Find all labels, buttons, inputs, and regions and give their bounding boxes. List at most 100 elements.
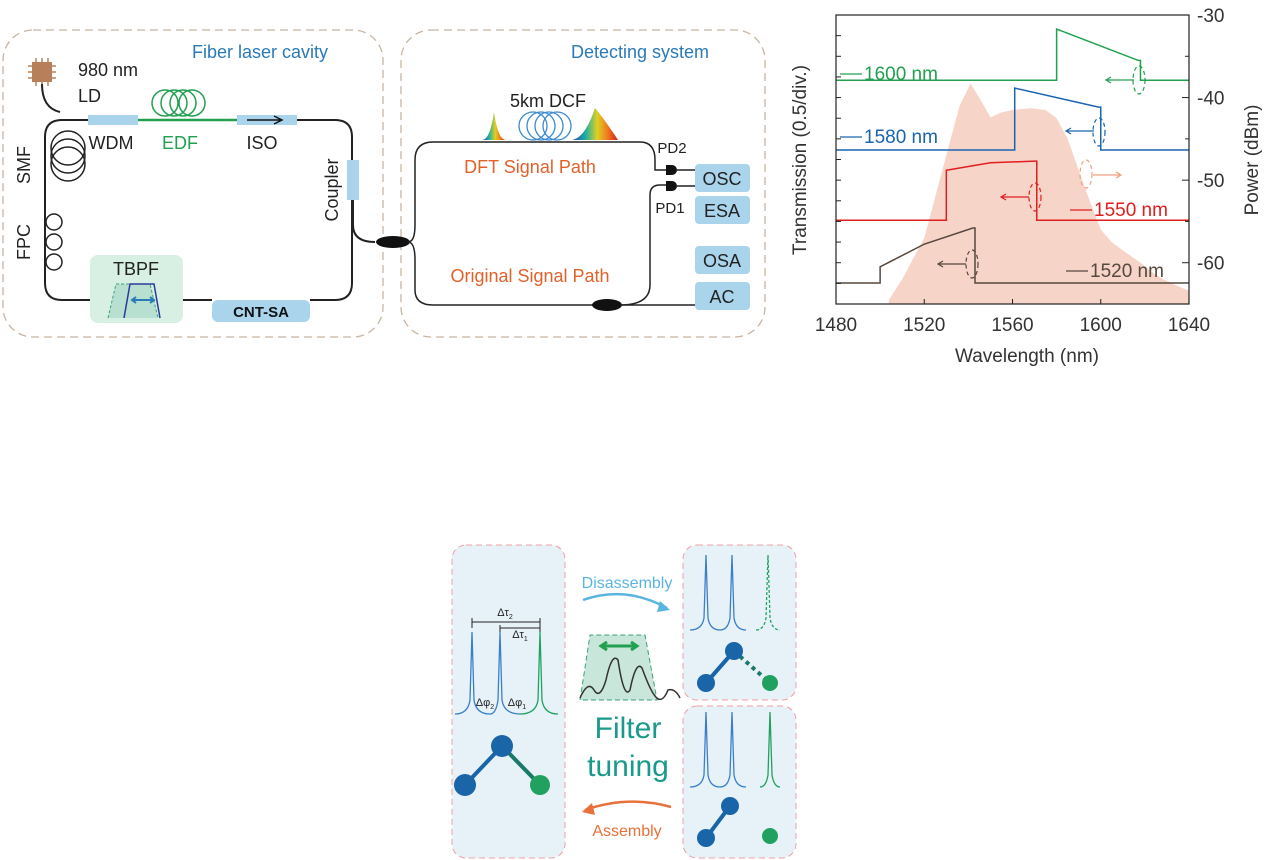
series-line-1580nm [836,87,1189,151]
delay-markers [471,618,541,632]
series-label: 1520 nm [1090,261,1164,282]
tbpf-label: TBPF [113,259,159,279]
fiber-laser-cavity-panel: Fiber laser cavity 980 nm LD WDM EDF ISO… [2,29,384,338]
detecting-system-panel: Detecting system 5km DCF DFT Signal Path… [376,29,766,338]
osc-label: OSC [702,169,741,189]
fpc-label: FPC [14,224,34,260]
disassembly-arrowhead [657,601,670,612]
x-tick-label: 1560 [991,315,1033,336]
coupler-label: Coupler [322,158,342,221]
iso-label: ISO [246,133,277,153]
right-tick-label: -30 [1197,6,1224,27]
separated-pulses [689,711,781,788]
stretched-pulse-spectrum-icon [572,108,618,140]
pump-fiber [41,83,61,113]
dtau1-label: Δτ1 [512,629,528,643]
molecule-three-pulse-icon [454,735,550,796]
axis-indicators [936,65,1146,279]
pd1-fiber [619,184,668,306]
disassembling-molecule-icon [697,642,778,692]
left-axis-title: Transmission (0.5/div.) [790,65,811,255]
series-label: 1600 nm [864,64,938,85]
filtered-spectrum-curve [579,657,681,701]
edf-coil-icon [151,89,206,117]
dft-signal-path-fiber [407,141,668,243]
dcf-label: 5km DCF [510,91,586,111]
fpc-paddles-icon [45,213,63,271]
x-tick-label: 1480 [815,315,857,336]
power-spectrum-area [888,83,1189,304]
short-pulse-spectrum-icon [482,112,506,140]
assembly-label: Assembly [592,823,661,840]
dphi1-label: Δφ1 [508,697,526,711]
disassembly-arrow-icon [582,592,668,610]
cavity-title: Fiber laser cavity [192,42,328,62]
tuning-label: tuning [587,750,669,783]
disassembly-label: Disassembly [582,575,673,592]
filter-shift-arrow-icon [598,640,640,652]
separated-molecule-icon [697,797,778,847]
x-axis-title: Wavelength (nm) [955,346,1099,367]
splitter-2-icon [592,299,622,311]
tbpf-shifted-passband-icon [123,283,161,319]
series-line-1600nm [836,27,1189,81]
wdm-component [88,115,138,125]
pd2-label: PD2 [657,140,686,157]
ac-instrument [695,282,750,310]
ld-label: LD [78,86,101,106]
cavity-border [2,29,384,338]
filter-tuning-concept: Δτ2 Δτ1 Δφ2 Δφ1 Disassembly Assembly Fil… [451,544,797,859]
series-line-1520nm [836,227,1189,284]
x-tick-label: 1640 [1168,315,1210,336]
laser-diode-icon [28,58,56,86]
filter-label: Filter [595,712,662,745]
detect-title: Detecting system [571,42,709,62]
tuning-arrow-icon [130,296,156,304]
ld-wavelength-label: 980 nm [78,60,138,80]
esa-instrument [695,196,750,224]
edf-label: EDF [162,133,198,153]
coupler-component [347,160,359,200]
right-axis-title: Power (dBm) [1242,105,1263,216]
smf-coil-icon [50,130,86,182]
wdm-label: WDM [89,133,134,153]
pd-leads [677,169,695,187]
original-path-label: Original Signal Path [450,266,609,286]
assembly-arrowhead [582,803,595,815]
series-label: 1580 nm [864,127,938,148]
ac-label: AC [709,287,734,307]
esa-label: ESA [704,201,740,221]
output-fiber [352,200,376,243]
disassembling-panel [682,544,797,701]
indicator-ellipse-spectrum [1079,159,1093,189]
indicator-ellipse-1550 [1028,182,1042,212]
series-label: 1550 nm [1094,200,1168,221]
smf-label: SMF [14,146,34,184]
pd1-label: PD1 [655,200,684,217]
osa-instrument [695,246,750,274]
indicator-ellipse-1520 [965,249,979,279]
pd1-photodetector-icon [666,181,677,191]
osc-instrument [695,164,750,192]
assembly-arrow-icon [584,800,672,812]
pd2-photodetector-icon [666,165,677,175]
detect-border [400,29,766,338]
transmission-spectrum-chart: 1480 1520 1560 1600 1640 -30 -40 -50 -60 1600 nm… [790,6,1263,367]
dft-path-label: DFT Signal Path [464,157,596,177]
right-tick-label: -40 [1197,89,1224,110]
right-tick-label: -60 [1197,254,1224,275]
osa-label: OSA [703,251,741,271]
splitter-icon [376,236,410,248]
indicator-ellipse-1580 [1092,117,1106,147]
cavity-fiber-loop [44,119,353,301]
disassembled-panel [682,705,797,859]
x-tick-label: 1520 [903,315,945,336]
indicator-ellipse-1600 [1132,65,1146,95]
cnt-sa-label: CNT-SA [233,304,289,321]
cnt-sa-component [212,300,310,322]
right-tick-label: -50 [1197,171,1224,192]
isolator-arrow-icon [247,115,284,125]
dcf-coil-icon [518,111,572,141]
dtau2-label: Δτ2 [497,607,513,621]
